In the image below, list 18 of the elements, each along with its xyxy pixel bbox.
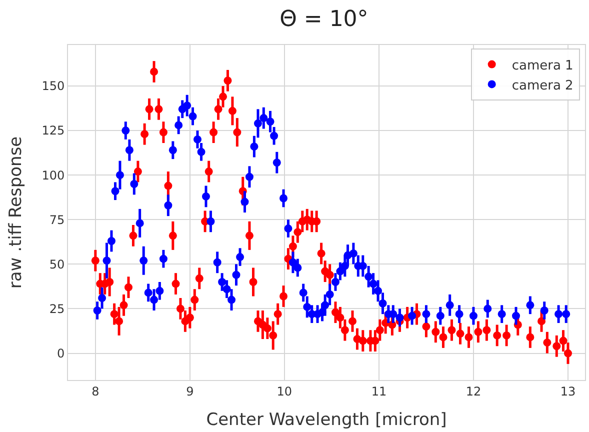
y-axis-title: raw .tiff Response [6, 136, 26, 289]
x-tick-label: 11 [371, 384, 387, 398]
y-tick-label: 0 [56, 346, 65, 360]
y-tick-label: 25 [49, 302, 65, 316]
x-tick-label: 13 [560, 384, 576, 398]
x-tick-label: 9 [186, 384, 194, 398]
legend-label: camera 1 [512, 58, 574, 74]
x-tick-label: 12 [466, 384, 482, 398]
chart-title: Θ = 10° [280, 7, 368, 32]
y-tick-label: 50 [49, 257, 65, 272]
y-tick-label: 125 [42, 124, 65, 138]
x-tick-label: 10 [276, 384, 292, 398]
y-tick-label: 75 [49, 212, 65, 227]
x-tick-label: 8 [92, 384, 100, 398]
y-tick-label: 150 [42, 79, 65, 94]
y-tick-label: 100 [42, 168, 65, 182]
legend-label: camera 2 [512, 78, 574, 94]
x-axis-title: Center Wavelength [micron] [206, 410, 447, 430]
